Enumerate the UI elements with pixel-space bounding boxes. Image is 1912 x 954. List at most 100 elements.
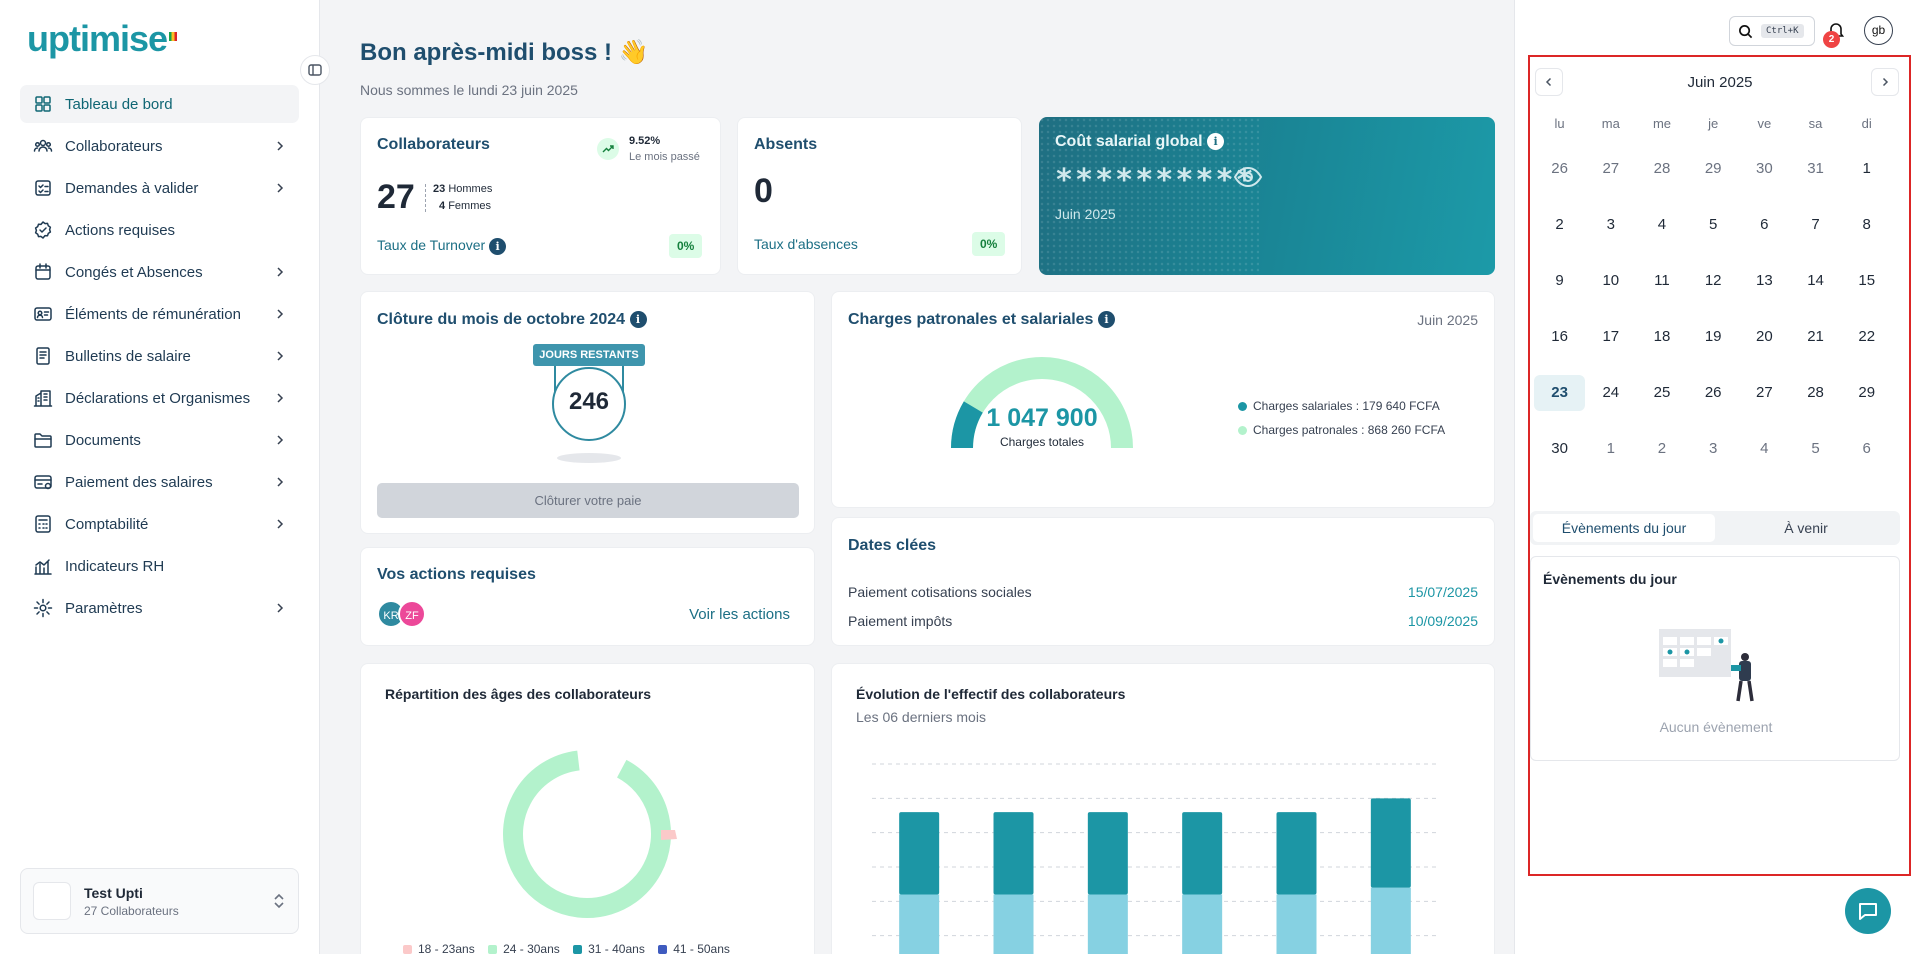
info-icon[interactable]: i — [1207, 133, 1225, 151]
sidebar-item-bulletins-de-salaire[interactable]: Bulletins de salaire — [20, 337, 299, 375]
calendar-day[interactable]: 3 — [1708, 440, 1718, 457]
bar-segment[interactable] — [899, 894, 940, 954]
calendar-day[interactable]: 31 — [1807, 160, 1824, 177]
calendar-day[interactable]: 15 — [1858, 272, 1876, 289]
calendar-day[interactable]: 25 — [1653, 384, 1671, 401]
calendar-day[interactable]: 4 — [1657, 216, 1667, 233]
calendar-day[interactable]: 8 — [1862, 216, 1871, 233]
sidebar-item-indicateurs-rh[interactable]: Indicateurs RH — [20, 547, 299, 585]
calendar-day[interactable]: 16 — [1551, 328, 1568, 345]
calendar-day[interactable]: 14 — [1807, 272, 1824, 289]
events-card: Évènements du jour Aucun évènement — [1530, 556, 1900, 761]
sidebar-item-comptabilite[interactable]: Comptabilité — [20, 505, 299, 543]
sidebar-item-paiement-des-salaires[interactable]: Paiement des salaires — [20, 463, 299, 501]
weekday-label: je — [1708, 116, 1719, 131]
calendar-day[interactable]: 1 — [1606, 440, 1615, 457]
calendar-day[interactable]: 12 — [1704, 272, 1722, 289]
calendar-day[interactable]: 6 — [1862, 440, 1871, 457]
calendar-day[interactable]: 30 — [1756, 160, 1773, 177]
notification-badge: 2 — [1823, 31, 1840, 48]
calendar-day[interactable]: 11 — [1654, 272, 1670, 289]
collapse-sidebar-button[interactable] — [300, 55, 330, 85]
close-payroll-button[interactable]: Clôturer votre paie — [377, 483, 799, 518]
bar-segment[interactable] — [1276, 812, 1317, 895]
men-count: 23 Hommes — [433, 183, 492, 195]
calendar-header: Juin 2025 — [1535, 68, 1905, 96]
bar-segment[interactable] — [1087, 812, 1128, 895]
calendar-day[interactable]: 26 — [1551, 160, 1568, 177]
bar-segment[interactable] — [1182, 812, 1223, 895]
view-actions-link[interactable]: Voir les actions — [689, 606, 790, 623]
calendar-day[interactable]: 7 — [1811, 216, 1820, 233]
bar-segment[interactable] — [993, 812, 1034, 895]
bar-segment[interactable] — [1370, 798, 1411, 888]
absence-rate-link[interactable]: Taux d'absences — [754, 236, 858, 252]
bar-segment[interactable] — [1370, 887, 1411, 954]
sidebar-item-label: Comptabilité — [65, 515, 149, 533]
legend-swatch — [403, 945, 412, 954]
calendar-day-today[interactable]: 23 — [1534, 375, 1586, 411]
calendar-day[interactable]: 20 — [1756, 328, 1773, 345]
sidebar-item-actions-requises[interactable]: Actions requises — [20, 211, 299, 249]
bar-segment[interactable] — [1087, 894, 1128, 954]
chat-button[interactable] — [1845, 888, 1891, 934]
brand-logo[interactable]: uptimise — [27, 18, 178, 60]
chevron-right-icon — [277, 477, 284, 487]
calendar-day[interactable]: 1 — [1862, 160, 1871, 177]
calendar-day[interactable]: 2 — [1657, 440, 1667, 457]
turnover-link[interactable]: Taux de Turnover i — [377, 237, 507, 255]
calendar-day[interactable]: 13 — [1756, 272, 1773, 289]
sidebar-item-parametres[interactable]: Paramètres — [20, 589, 299, 627]
calendar-day[interactable]: 5 — [1811, 440, 1820, 457]
calendar-day[interactable]: 27 — [1756, 384, 1773, 401]
sidebar-item-demandes-a-valider[interactable]: Demandes à valider — [20, 169, 299, 207]
info-icon[interactable]: i — [489, 237, 507, 255]
calendar-day[interactable]: 6 — [1760, 216, 1769, 233]
tab-today-events[interactable]: Évènements du jour — [1533, 514, 1715, 542]
calendar-day[interactable]: 26 — [1704, 384, 1722, 401]
sidebar-item-elements-de-remuneration[interactable]: Éléments de rémunération — [20, 295, 299, 333]
calendar-day[interactable]: 2 — [1555, 216, 1564, 233]
calendar-day[interactable]: 21 — [1807, 328, 1824, 345]
days-remaining-tag: JOURS RESTANTS — [533, 344, 645, 366]
calendar-day[interactable]: 3 — [1606, 216, 1615, 233]
bar-segment[interactable] — [899, 812, 940, 895]
salary-cost-card: Coût salarial global i ********** Juin 2… — [1039, 117, 1495, 275]
age-donut-chart — [503, 750, 677, 918]
bar-segment[interactable] — [1182, 894, 1223, 954]
calendar-day[interactable]: 30 — [1551, 440, 1568, 457]
prev-month-button[interactable] — [1535, 68, 1563, 96]
organization-switcher[interactable]: Test Upti 27 Collaborateurs — [20, 868, 299, 934]
eye-icon[interactable] — [1233, 165, 1263, 189]
info-icon[interactable]: i — [629, 311, 647, 329]
calendar-day[interactable]: 18 — [1653, 328, 1671, 345]
headcount-bar-chart: JanFévMarAvrMaiJui — [872, 763, 1438, 954]
calendar-day[interactable]: 5 — [1708, 216, 1718, 233]
info-icon[interactable]: i — [1097, 311, 1115, 329]
user-avatar[interactable]: gb — [1864, 16, 1893, 45]
calendar-day[interactable]: 22 — [1858, 328, 1876, 345]
sidebar-item-tableau-de-bord[interactable]: Tableau de bord — [20, 85, 299, 123]
bar-segment[interactable] — [1276, 894, 1317, 954]
calendar-day[interactable]: 29 — [1858, 384, 1876, 401]
calendar-day[interactable]: 27 — [1602, 160, 1620, 177]
calendar-day[interactable]: 24 — [1602, 384, 1620, 401]
next-month-button[interactable] — [1871, 68, 1899, 96]
sidebar-item-collaborateurs[interactable]: Collaborateurs — [20, 127, 299, 165]
calendar-day[interactable]: 10 — [1602, 272, 1620, 289]
tab-upcoming[interactable]: À venir — [1784, 520, 1828, 536]
weekday-label: lu — [1554, 116, 1565, 131]
calendar-day[interactable]: 29 — [1704, 160, 1722, 177]
search-button[interactable]: Ctrl+K — [1729, 16, 1815, 46]
calendar-day[interactable]: 28 — [1653, 160, 1671, 177]
calendar-day[interactable]: 17 — [1602, 328, 1620, 345]
bar-segment[interactable] — [993, 894, 1034, 954]
sidebar-item-conges-et-absences[interactable]: Congés et Absences — [20, 253, 299, 291]
sidebar-item-documents[interactable]: Documents — [20, 421, 299, 459]
calendar-day[interactable]: 4 — [1760, 440, 1769, 457]
calendar-day[interactable]: 9 — [1555, 272, 1564, 289]
chart-subtitle: Les 06 derniers mois — [856, 709, 986, 725]
sidebar-item-declarations-et-organismes[interactable]: Déclarations et Organismes — [20, 379, 299, 417]
calendar-day[interactable]: 28 — [1807, 384, 1824, 401]
calendar-day[interactable]: 19 — [1704, 328, 1722, 345]
